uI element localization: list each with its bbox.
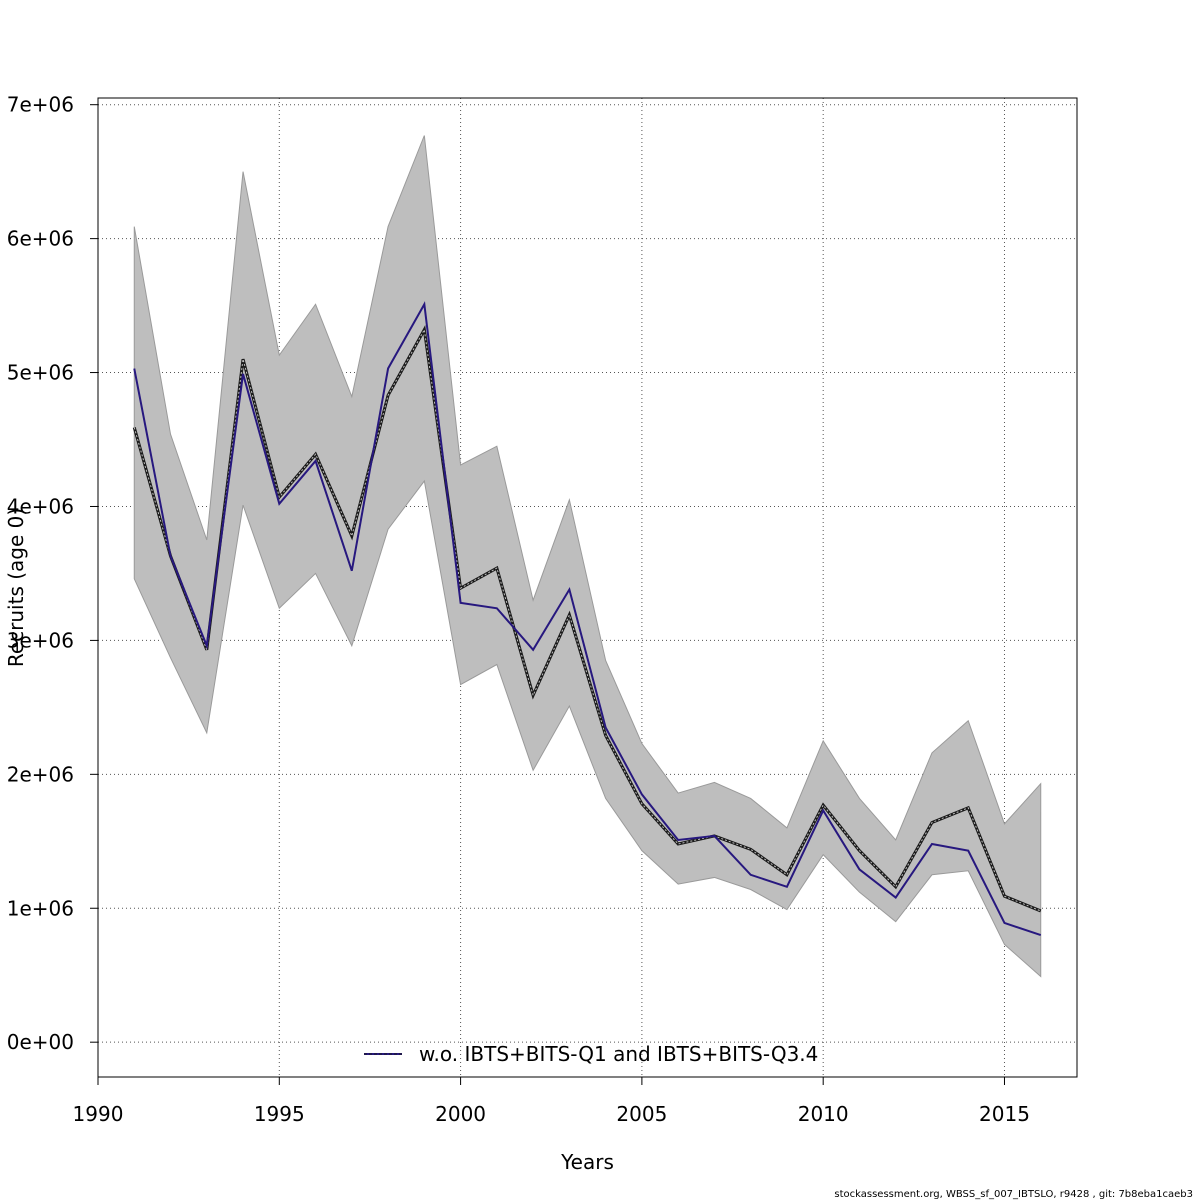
legend-label: w.o. IBTS+BITS-Q1 and IBTS+BITS-Q3.4 (419, 1042, 818, 1066)
y-axis: 0e+00 1e+06 2e+06 3e+06 4e+06 5e+06 6e+06 7e+06 (7, 93, 99, 1054)
x-tick-label: 1990 (73, 1102, 124, 1126)
y-tick-label: 4e+06 (7, 494, 74, 518)
x-tick-label: 1995 (254, 1102, 305, 1126)
footer-credit: stockassessment.org, WBSS_sf_007_IBTSLO,… (834, 1189, 1193, 1200)
y-tick-label: 5e+06 (7, 361, 74, 385)
y-tick-label: 7e+06 (7, 93, 74, 117)
series-layer (132, 301, 1042, 936)
y-tick-label: 6e+06 (7, 227, 74, 251)
series-line-dashes (133, 328, 1041, 912)
x-tick-label: 2010 (798, 1102, 849, 1126)
y-tick-label: 0e+00 (7, 1030, 74, 1054)
x-tick-label: 2000 (435, 1102, 486, 1126)
x-axis: 1990 1995 2000 2005 2010 2015 (73, 1076, 1030, 1126)
y-axis-title: Recruits (age 0) (4, 508, 28, 667)
x-tick-label: 2005 (616, 1102, 667, 1126)
x-tick-label: 2015 (979, 1102, 1030, 1126)
y-tick-label: 3e+06 (7, 628, 74, 652)
y-tick-label: 2e+06 (7, 762, 74, 786)
legend: w.o. IBTS+BITS-Q1 and IBTS+BITS-Q3.4 (364, 1042, 818, 1066)
y-tick-label: 1e+06 (7, 896, 74, 920)
confidence-band (133, 135, 1042, 978)
x-axis-title: Years (560, 1150, 614, 1174)
series-line-1 (133, 301, 1042, 936)
